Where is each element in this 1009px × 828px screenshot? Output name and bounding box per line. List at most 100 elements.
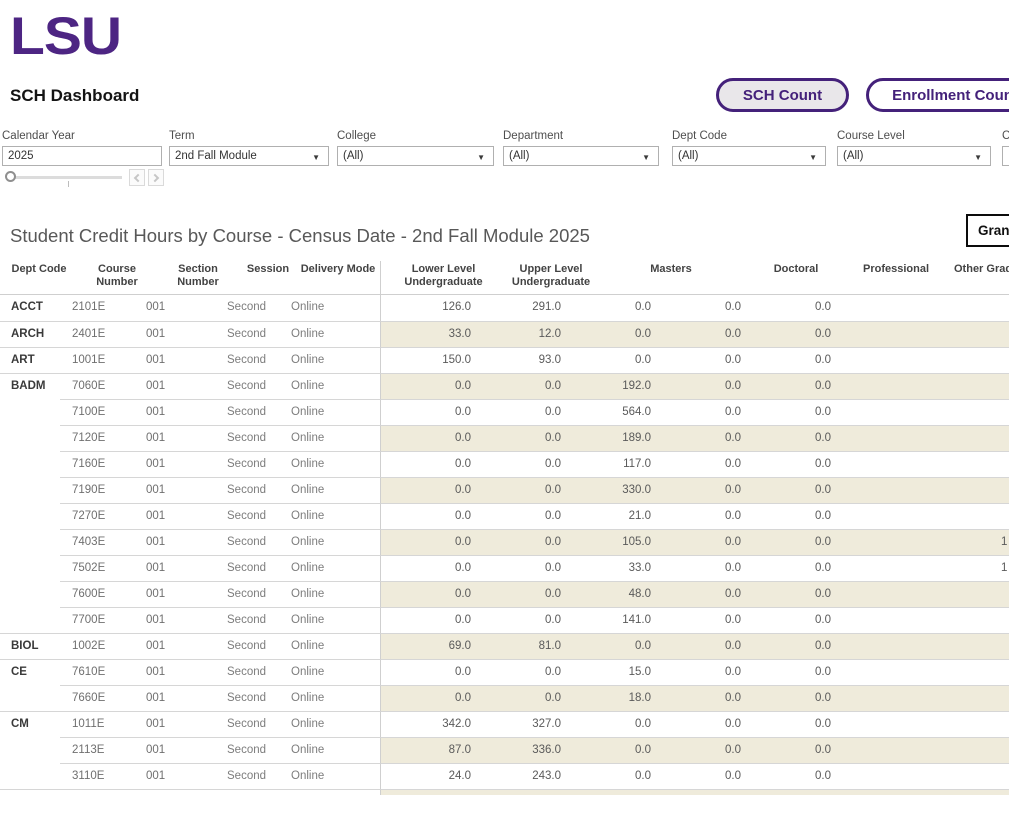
cell-dept-code[interactable] [0,581,60,607]
cell-doctoral[interactable]: 0.0 [725,484,741,496]
cell-other-graduate[interactable]: 1 [1001,562,1008,574]
cell-professional[interactable]: 0.0 [815,510,831,522]
cell-course-number[interactable]: 2113E [60,737,140,763]
cell-session[interactable]: Second [225,659,290,685]
cell-section-number[interactable]: 001 [140,347,225,373]
course-level-dropdown[interactable]: (All) ▼ [837,146,991,166]
cell-doctoral[interactable]: 0.0 [725,354,741,366]
cell-delivery-mode[interactable]: Online [290,477,380,503]
cell-other-graduate[interactable] [866,712,1009,738]
cell-professional[interactable]: 0.0 [815,484,831,496]
slider-next-button[interactable] [148,169,164,186]
cell-lower-level-undergraduate[interactable]: 0.0 [455,458,471,470]
enrollment-count-button[interactable]: Enrollment Count [866,78,1009,112]
cell-doctoral[interactable]: 0.0 [725,536,741,548]
cell-upper-level-undergraduate[interactable]: 0.0 [545,458,561,470]
column-header-doctoral[interactable]: Doctoral [773,263,819,275]
cell-other-graduate[interactable] [866,634,1009,660]
cell-doctoral[interactable]: 0.0 [725,588,741,600]
cell-section-number[interactable]: 001 [146,301,166,313]
cell-masters[interactable]: 33.0 [628,562,651,574]
cell-course-number[interactable]: 2101E [72,301,106,313]
slider-track[interactable] [10,176,122,179]
cell-dept-code[interactable] [0,477,60,503]
cell-upper-level-undergraduate[interactable]: 327.0 [532,718,561,730]
cell-lower-level-undergraduate[interactable]: 0.0 [455,380,471,392]
cell-doctoral[interactable]: 0.0 [725,406,741,418]
cell-masters[interactable]: 0.0 [635,301,651,313]
cell-professional[interactable]: 0.0 [815,328,831,340]
cell-upper-level-undergraduate[interactable]: 0.0 [545,666,561,678]
dept-code-dropdown[interactable]: (All) ▼ [672,146,826,166]
column-header-upper-level-undergraduate[interactable]: Upper Level Undergraduate [511,263,591,288]
cell-masters[interactable]: 189.0 [622,432,651,444]
cell-other-graduate[interactable] [866,504,1009,530]
cell-upper-level-undergraduate[interactable]: 0.0 [545,562,561,574]
cell-other-graduate[interactable] [866,322,1009,348]
cell-session[interactable]: Second [225,373,290,399]
cell-session[interactable]: Second [225,451,290,477]
cell-section-number[interactable]: 001 [140,659,225,685]
cell-delivery-mode[interactable]: Online [290,529,380,555]
cell-section-number[interactable]: 001 [140,685,225,711]
column-header-masters[interactable]: Masters [650,263,692,275]
cell-masters[interactable]: 330.0 [622,484,651,496]
grand-total-button[interactable]: Grand Total [966,214,1009,247]
cell-dept-code[interactable]: BIOL [0,633,60,659]
cell-upper-level-undergraduate[interactable]: 0.0 [545,588,561,600]
cell-lower-level-undergraduate[interactable]: 0.0 [455,666,471,678]
cell-masters[interactable]: 192.0 [622,380,651,392]
cell-doctoral[interactable]: 0.0 [725,744,741,756]
cell-other-graduate[interactable] [866,374,1009,400]
cell-dept-code[interactable]: ARCH [0,321,60,347]
college-dropdown[interactable]: (All) ▼ [337,146,494,166]
cell-session[interactable]: Second [225,607,290,633]
cell-doctoral[interactable]: 0.0 [725,666,741,678]
cell-lower-level-undergraduate[interactable]: 0.0 [455,484,471,496]
column-header-session[interactable]: Session [246,263,290,275]
cell-session[interactable]: Second [225,633,290,659]
calendar-year-field[interactable] [2,146,162,166]
cell-upper-level-undergraduate[interactable]: 336.0 [532,744,561,756]
cell-course-number[interactable]: 1011E [60,711,140,737]
cell-upper-level-undergraduate[interactable]: 0.0 [545,380,561,392]
cell-session[interactable]: Second [225,581,290,607]
cell-section-number[interactable]: 001 [140,737,225,763]
cell-session[interactable]: Second [225,737,290,763]
cell-upper-level-undergraduate[interactable]: 243.0 [532,770,561,782]
cell-dept-code[interactable]: ACCT [11,301,43,313]
cell-masters[interactable]: 141.0 [622,614,651,626]
cell-section-number[interactable]: 001 [140,321,225,347]
cell-professional[interactable]: 0.0 [815,432,831,444]
cell-masters[interactable]: 15.0 [628,666,651,678]
cell-session[interactable]: Second [225,425,290,451]
cell-dept-code[interactable] [0,555,60,581]
cell-upper-level-undergraduate[interactable]: 0.0 [545,510,561,522]
cell-session[interactable]: Second [225,555,290,581]
cell-other-graduate[interactable] [866,764,1009,790]
column-header-course-number[interactable]: Course Number [96,263,138,288]
cell-lower-level-undergraduate[interactable]: 0.0 [455,588,471,600]
column-header-other-graduate[interactable]: Other Graduate [954,263,1009,275]
cell-delivery-mode[interactable]: Online [290,633,380,659]
cell-lower-level-undergraduate[interactable]: 126.0 [442,301,471,313]
cell-delivery-mode[interactable]: Online [290,347,380,373]
cell-dept-code[interactable]: ART [0,347,60,373]
cell-professional[interactable]: 0.0 [815,770,831,782]
cell-professional[interactable]: 0.0 [815,744,831,756]
cell-other-graduate[interactable] [866,452,1009,478]
cell-section-number[interactable]: 001 [140,373,225,399]
cell-session[interactable]: Second [225,711,290,737]
cell-upper-level-undergraduate[interactable]: 0.0 [545,692,561,704]
cell-dept-code[interactable] [0,607,60,633]
cell-upper-level-undergraduate[interactable]: 0.0 [545,432,561,444]
cell-professional[interactable]: 0.0 [815,562,831,574]
cell-other-graduate[interactable] [866,426,1009,452]
cell-delivery-mode[interactable]: Online [290,711,380,737]
cell-course-number[interactable]: 7660E [60,685,140,711]
cell-professional[interactable]: 0.0 [815,692,831,704]
cell-professional[interactable]: 0.0 [815,536,831,548]
cell-lower-level-undergraduate[interactable]: 342.0 [442,718,471,730]
cell-doctoral[interactable]: 0.0 [725,510,741,522]
cell-doctoral[interactable]: 0.0 [725,640,741,652]
